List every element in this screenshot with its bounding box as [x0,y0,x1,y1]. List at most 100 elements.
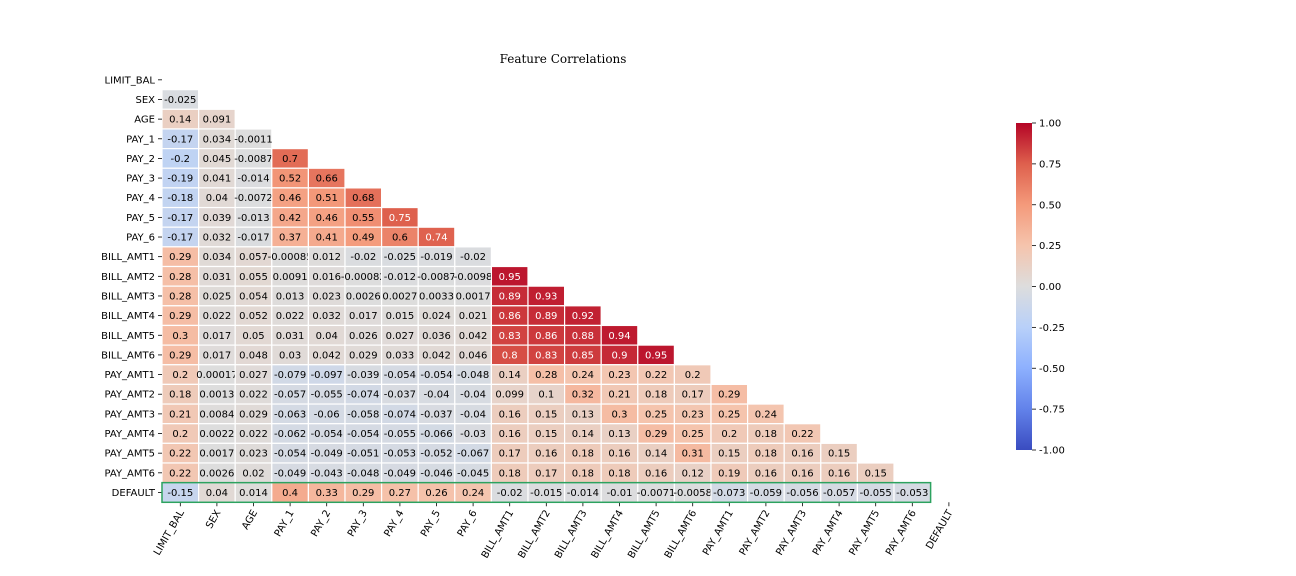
heatmap-cell-label: 0.15 [535,429,557,440]
heatmap-cell-label: 0.29 [718,390,740,401]
heatmap-cell-label: 0.027 [239,370,268,381]
heatmap-cell-label: -0.0087 [234,154,273,165]
heatmap-cell-label: 0.0026 [346,291,381,302]
heatmap-cell-label: 0.022 [203,311,232,322]
y-tick-label: BILL_AMT5 [101,331,155,342]
heatmap-cell-label: -0.04 [424,390,450,401]
heatmap-cell-label: 0.055 [239,272,268,283]
heatmap-cell-label: 0.46 [279,193,301,204]
heatmap-cell-label: 0.33 [316,488,338,499]
y-axis-tick-labels: LIMIT_BAL SEX AGE PAY_1 PAY_2 PAY_3 PAY_4 PAY_5… [101,75,162,499]
heatmap-cell-label: 0.89 [535,311,557,322]
y-tick-label: BILL_AMT1 [101,252,155,263]
heatmap-cell-label: -0.058 [347,409,379,420]
x-tick-label: PAY_5 [419,508,443,539]
heatmap-cell-label: 0.15 [828,449,850,460]
y-tick-label: BILL_AMT6 [101,350,155,361]
y-tick-label: PAY_3 [126,174,155,185]
heatmap-cell-label: 0.46 [316,213,338,224]
y-tick-label: PAY_5 [126,213,155,224]
x-tick-label: BILL_AMT3 [553,508,589,560]
heatmap-cell-label: 0.94 [608,331,630,342]
heatmap-cell-label: 0.13 [608,429,630,440]
heatmap-cell-label: -0.048 [457,370,489,381]
heatmap-cell-label: -0.17 [167,213,193,224]
heatmap-cell-label: 0.24 [462,488,484,499]
heatmap-cell-label: 0.18 [755,429,777,440]
heatmap-cell-label: 0.41 [316,233,338,244]
heatmap-cell-label: 0.86 [535,331,557,342]
heatmap-cell-label: 0.29 [169,311,191,322]
heatmap-cell-label: 0.026 [349,331,378,342]
heatmap-cell-label: -0.2 [171,154,191,165]
heatmap-cell-label: -0.04 [460,390,486,401]
heatmap-cell-label: 0.0091 [273,272,308,283]
heatmap-cell-label: 0.89 [499,291,521,302]
heatmap-cell-label: -0.19 [167,174,193,185]
heatmap-cell-label: 0.0027 [382,291,417,302]
colorbar-tick-label: 0.75 [1039,159,1061,170]
heatmap-cell-label: 0.023 [239,449,268,460]
y-tick-label: BILL_AMT3 [101,291,155,302]
heatmap-cell-label: 0.032 [312,311,341,322]
heatmap-cell-label: 0.04 [206,193,228,204]
heatmap-cell-label: -0.055 [384,429,416,440]
heatmap-cell-label: -0.02 [350,252,376,263]
heatmap-cell-label: 0.042 [459,331,488,342]
heatmap-cell-label: 0.022 [239,390,268,401]
x-tick-label: PAY_1 [273,508,297,539]
heatmap-cell-label: 0.95 [645,350,667,361]
heatmap-cell-label: 0.16 [645,468,667,479]
heatmap-cell-label: -0.054 [274,449,306,460]
heatmap-cell-label: -0.017 [237,233,269,244]
heatmap-cell-label: 0.13 [572,409,594,420]
heatmap-cell-label: 0.14 [169,115,191,126]
heatmap-cell-label: 0.66 [316,174,338,185]
heatmap-cell-label: 0.83 [499,331,521,342]
heatmap-cell-label: -0.053 [896,488,928,499]
heatmap-cell-label: 0.29 [645,429,667,440]
y-tick-label: BILL_AMT2 [101,272,155,283]
heatmap-cell-label: 0.29 [169,252,191,263]
y-tick-label: PAY_4 [126,193,155,204]
heatmap-cell-label: -0.019 [420,252,452,263]
heatmap-cell-label: -0.074 [347,390,379,401]
x-tick-label: PAY_AMT4 [811,508,846,557]
heatmap-cell-label: -0.048 [347,468,379,479]
default-row-highlight [161,481,932,504]
heatmap-cell-label: 0.31 [682,449,704,460]
heatmap-cell-label: -0.046 [420,468,452,479]
heatmap-cell-label: 0.14 [645,449,667,460]
heatmap-cell-label: 0.28 [169,272,191,283]
heatmap-cell-label: 0.28 [535,370,557,381]
x-tick-label: BILL_AMT4 [590,508,626,560]
heatmap-cell-label: -0.054 [347,429,379,440]
heatmap-cell-label: 0.0022 [199,429,234,440]
y-tick-label: PAY_6 [126,233,155,244]
colorbar-gradient [1016,123,1032,450]
heatmap-cell-label: 0.033 [386,350,415,361]
y-tick-label: PAY_AMT6 [104,468,155,479]
heatmap-cell-label: -0.049 [384,468,416,479]
heatmap-cell-label: 0.75 [389,213,411,224]
heatmap-cell-label: 0.23 [682,409,704,420]
y-tick-label: PAY_AMT2 [104,390,155,401]
heatmap-cell-label: 0.29 [169,350,191,361]
heatmap-cell-label: 0.0013 [199,390,234,401]
heatmap-cell-label: 0.021 [459,311,488,322]
colorbar-tick-label: -0.50 [1039,364,1065,375]
heatmap-cell-label: 0.16 [608,449,630,460]
heatmap-cell-label: 0.045 [203,154,232,165]
heatmap-cell-label: 0.032 [203,233,232,244]
heatmap-cell-label: 0.27 [389,488,411,499]
x-tick-label: PAY_AMT2 [738,508,773,557]
colorbar-tick-label: 0.25 [1039,241,1061,252]
heatmap-cell-label: -0.055 [311,390,343,401]
heatmap-cell-label: 0.15 [535,409,557,420]
heatmap-cell-label: 0.015 [386,311,415,322]
heatmap-cell-label: 0.25 [682,429,704,440]
heatmap-cell-label: 0.18 [572,449,594,460]
heatmap-cell-label: 0.22 [169,449,191,460]
heatmap-cell-label: -0.063 [274,409,306,420]
